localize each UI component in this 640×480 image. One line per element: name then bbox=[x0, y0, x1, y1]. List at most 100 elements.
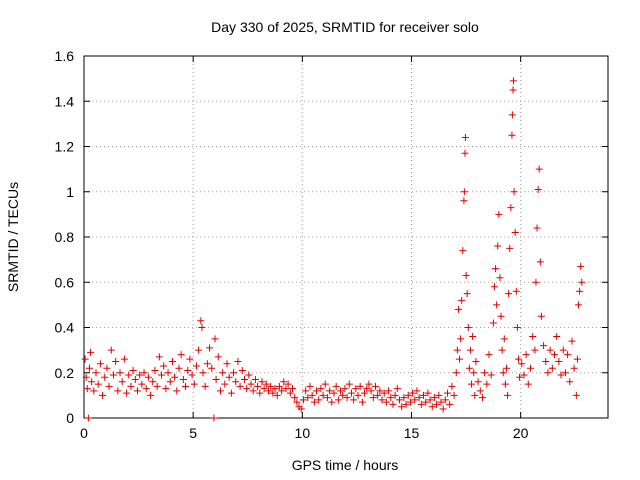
data-point bbox=[548, 364, 556, 372]
data-point bbox=[82, 373, 90, 381]
data-point bbox=[454, 305, 462, 313]
data-point bbox=[112, 357, 120, 365]
data-point bbox=[84, 414, 92, 422]
data-point bbox=[577, 262, 585, 270]
data-point bbox=[337, 387, 345, 395]
data-point bbox=[537, 312, 545, 320]
data-point bbox=[446, 400, 454, 408]
data-point bbox=[572, 391, 580, 399]
data-point bbox=[398, 403, 406, 411]
data-point bbox=[214, 353, 222, 361]
data-point bbox=[319, 391, 327, 399]
x-tick-label: 5 bbox=[189, 425, 197, 441]
data-point bbox=[147, 391, 155, 399]
data-point bbox=[529, 333, 537, 341]
data-point bbox=[138, 380, 146, 388]
data-point bbox=[101, 373, 109, 381]
data-point bbox=[492, 265, 500, 273]
data-point bbox=[158, 371, 166, 379]
data-point bbox=[238, 366, 246, 374]
data-point bbox=[576, 287, 584, 295]
data-point bbox=[553, 333, 561, 341]
data-point bbox=[464, 324, 472, 331]
data-point bbox=[540, 342, 548, 350]
data-point bbox=[420, 391, 428, 399]
data-point bbox=[564, 351, 572, 359]
axis-ticks bbox=[83, 55, 608, 419]
data-point bbox=[321, 380, 329, 388]
data-point bbox=[508, 131, 516, 139]
data-point bbox=[575, 301, 583, 309]
data-point bbox=[532, 278, 540, 286]
data-point bbox=[160, 362, 168, 370]
data-point bbox=[472, 357, 480, 365]
data-point bbox=[223, 360, 231, 368]
data-point bbox=[463, 290, 471, 298]
data-point bbox=[453, 346, 461, 354]
data-point bbox=[350, 396, 358, 404]
data-point bbox=[468, 380, 476, 388]
data-point bbox=[476, 387, 484, 395]
data-point bbox=[199, 369, 207, 377]
data-point bbox=[578, 278, 586, 286]
data-point bbox=[490, 283, 498, 291]
data-point bbox=[516, 373, 524, 381]
plot-frame bbox=[83, 55, 609, 419]
data-point bbox=[376, 387, 384, 395]
data-point bbox=[166, 378, 174, 386]
data-point bbox=[284, 380, 292, 388]
data-point bbox=[286, 389, 294, 397]
data-point bbox=[173, 387, 181, 395]
data-point bbox=[568, 337, 576, 345]
data-point bbox=[127, 382, 135, 390]
data-point bbox=[533, 224, 541, 232]
data-point bbox=[347, 389, 355, 397]
data-point bbox=[361, 389, 369, 397]
data-point bbox=[497, 312, 505, 320]
data-point bbox=[514, 355, 522, 363]
data-point bbox=[153, 382, 161, 390]
data-point bbox=[452, 369, 460, 377]
data-point bbox=[551, 351, 559, 359]
y-tick-label: 1.4 bbox=[55, 93, 75, 109]
data-point bbox=[269, 389, 277, 397]
y-tick-label: 0.8 bbox=[55, 229, 75, 245]
data-point bbox=[460, 188, 468, 196]
data-point bbox=[495, 210, 503, 218]
data-point bbox=[426, 396, 434, 404]
data-point bbox=[208, 364, 216, 372]
data-point bbox=[302, 387, 310, 395]
data-point bbox=[371, 382, 379, 390]
data-point bbox=[505, 290, 513, 298]
data-point bbox=[504, 391, 512, 399]
data-point bbox=[87, 348, 95, 356]
data-point bbox=[88, 378, 96, 386]
data-point bbox=[151, 366, 159, 374]
data-point bbox=[179, 376, 187, 384]
data-point bbox=[469, 333, 477, 341]
data-point bbox=[142, 385, 150, 393]
data-point bbox=[444, 389, 452, 397]
data-point bbox=[225, 373, 233, 381]
data-point bbox=[566, 378, 574, 386]
data-point bbox=[271, 385, 279, 393]
y-axis-label: SRMTID / TECUs bbox=[5, 182, 21, 292]
data-point bbox=[131, 376, 139, 384]
data-point bbox=[171, 373, 179, 381]
data-point bbox=[374, 391, 382, 399]
data-point bbox=[352, 385, 360, 393]
data-point bbox=[107, 346, 115, 354]
data-point bbox=[518, 360, 526, 368]
data-point bbox=[306, 382, 314, 390]
data-point bbox=[462, 271, 470, 279]
data-point bbox=[393, 385, 401, 393]
data-points bbox=[81, 77, 586, 422]
data-point bbox=[155, 353, 163, 361]
y-tick-label: 0.4 bbox=[55, 320, 75, 336]
data-point bbox=[315, 396, 323, 404]
data-point bbox=[323, 394, 331, 402]
data-point bbox=[232, 378, 240, 386]
data-point bbox=[264, 387, 272, 395]
data-point bbox=[385, 387, 393, 395]
data-point bbox=[195, 346, 203, 354]
